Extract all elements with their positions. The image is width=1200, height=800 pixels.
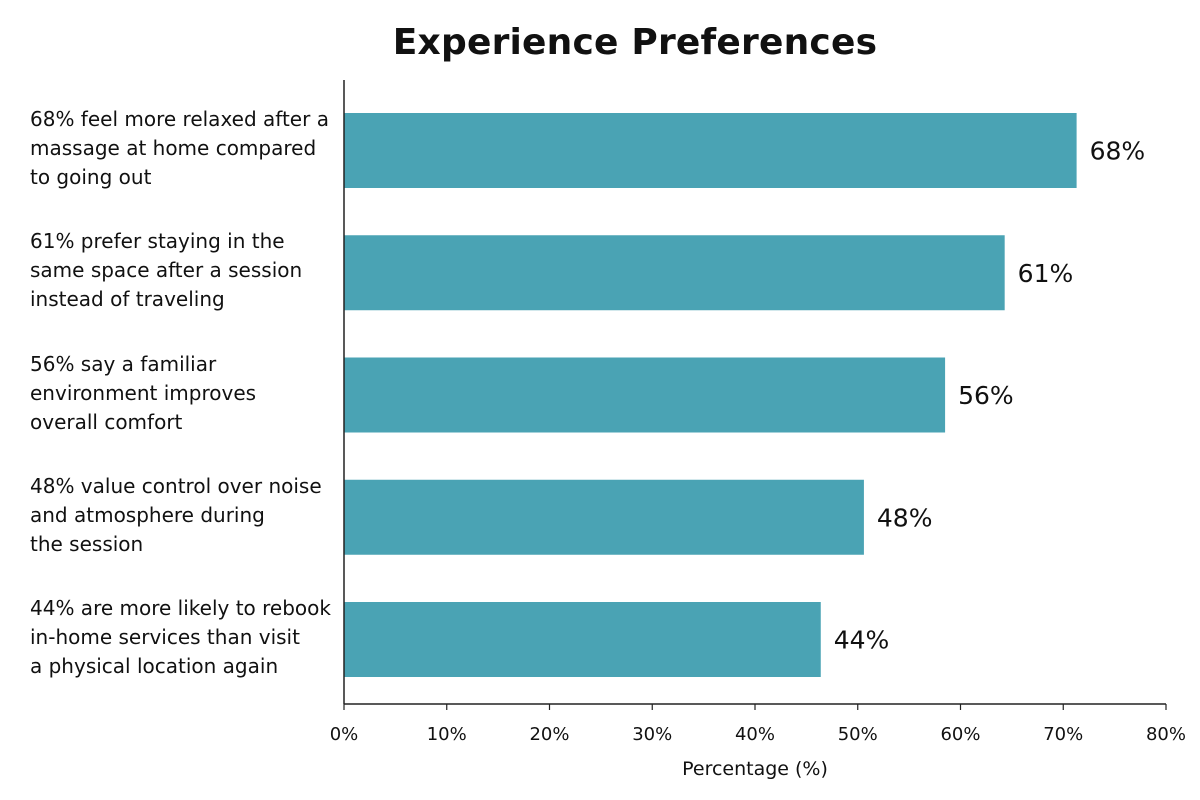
x-tick-label: 60% — [940, 724, 980, 745]
x-tick-label: 70% — [1043, 724, 1083, 745]
category-label-line: massage at home compared — [30, 136, 317, 160]
category-label: 44% are more likely to rebook in-home ser… — [30, 594, 340, 681]
category-label-line: environment improves — [30, 380, 257, 405]
bar-value-label: 48% — [877, 503, 933, 532]
category-label-line: 44% are more likely to rebook — [30, 596, 331, 620]
axes-layer: 0% 10% 20% 30% 40% 50% 60% 70% 80% — [330, 80, 1186, 745]
bar — [344, 479, 864, 555]
category-label-line: instead of traveling — [30, 287, 225, 312]
bar-value-label: 61% — [1018, 259, 1074, 288]
category-label: 61% prefer staying in the same space afte… — [30, 227, 340, 314]
category-label-line: to going out — [30, 165, 152, 189]
category-label-line: in-home services than visit — [30, 625, 300, 649]
category-label-line: 48% value control over noise — [30, 473, 322, 498]
category-label-line: and atmosphere during — [30, 502, 265, 527]
category-label-line: 61% prefer staying in the — [30, 229, 285, 254]
x-tick-label: 10% — [427, 724, 467, 745]
x-tick-label: 20% — [529, 724, 569, 745]
bar-value-label: 56% — [958, 381, 1014, 410]
category-label-line: 68% feel more relaxed after a — [30, 107, 329, 131]
category-label-line: the session — [30, 531, 144, 556]
bar — [344, 113, 1077, 188]
x-tick-label: 50% — [838, 724, 878, 745]
x-tick-label: 40% — [735, 724, 775, 745]
category-label: 48% value control over noise and atmosphe… — [30, 472, 340, 559]
category-label-line: overall comfort — [30, 409, 183, 434]
bar-value-label: 44% — [834, 626, 890, 655]
category-label-line: 56% say a familiar — [30, 351, 217, 376]
bar — [344, 602, 821, 677]
chart-title: Experience Preferences — [392, 22, 878, 63]
bars-layer: 68% 61% 56% 48% 44% — [344, 113, 1145, 677]
category-label: 68% feel more relaxed after a massage at … — [30, 105, 340, 192]
bar-value-label: 68% — [1090, 137, 1146, 166]
x-tick-label: 0% — [330, 724, 359, 745]
bar — [344, 235, 1005, 311]
bar — [344, 357, 946, 433]
category-label-line: a physical location again — [30, 654, 279, 678]
category-label-line: same space after a session — [30, 258, 303, 283]
x-tick-label: 30% — [632, 724, 672, 745]
x-axis-label: Percentage (%) — [682, 758, 828, 780]
category-label: 56% say a familiar environment improves ov… — [30, 350, 340, 437]
x-tick-label: 80% — [1146, 724, 1186, 745]
